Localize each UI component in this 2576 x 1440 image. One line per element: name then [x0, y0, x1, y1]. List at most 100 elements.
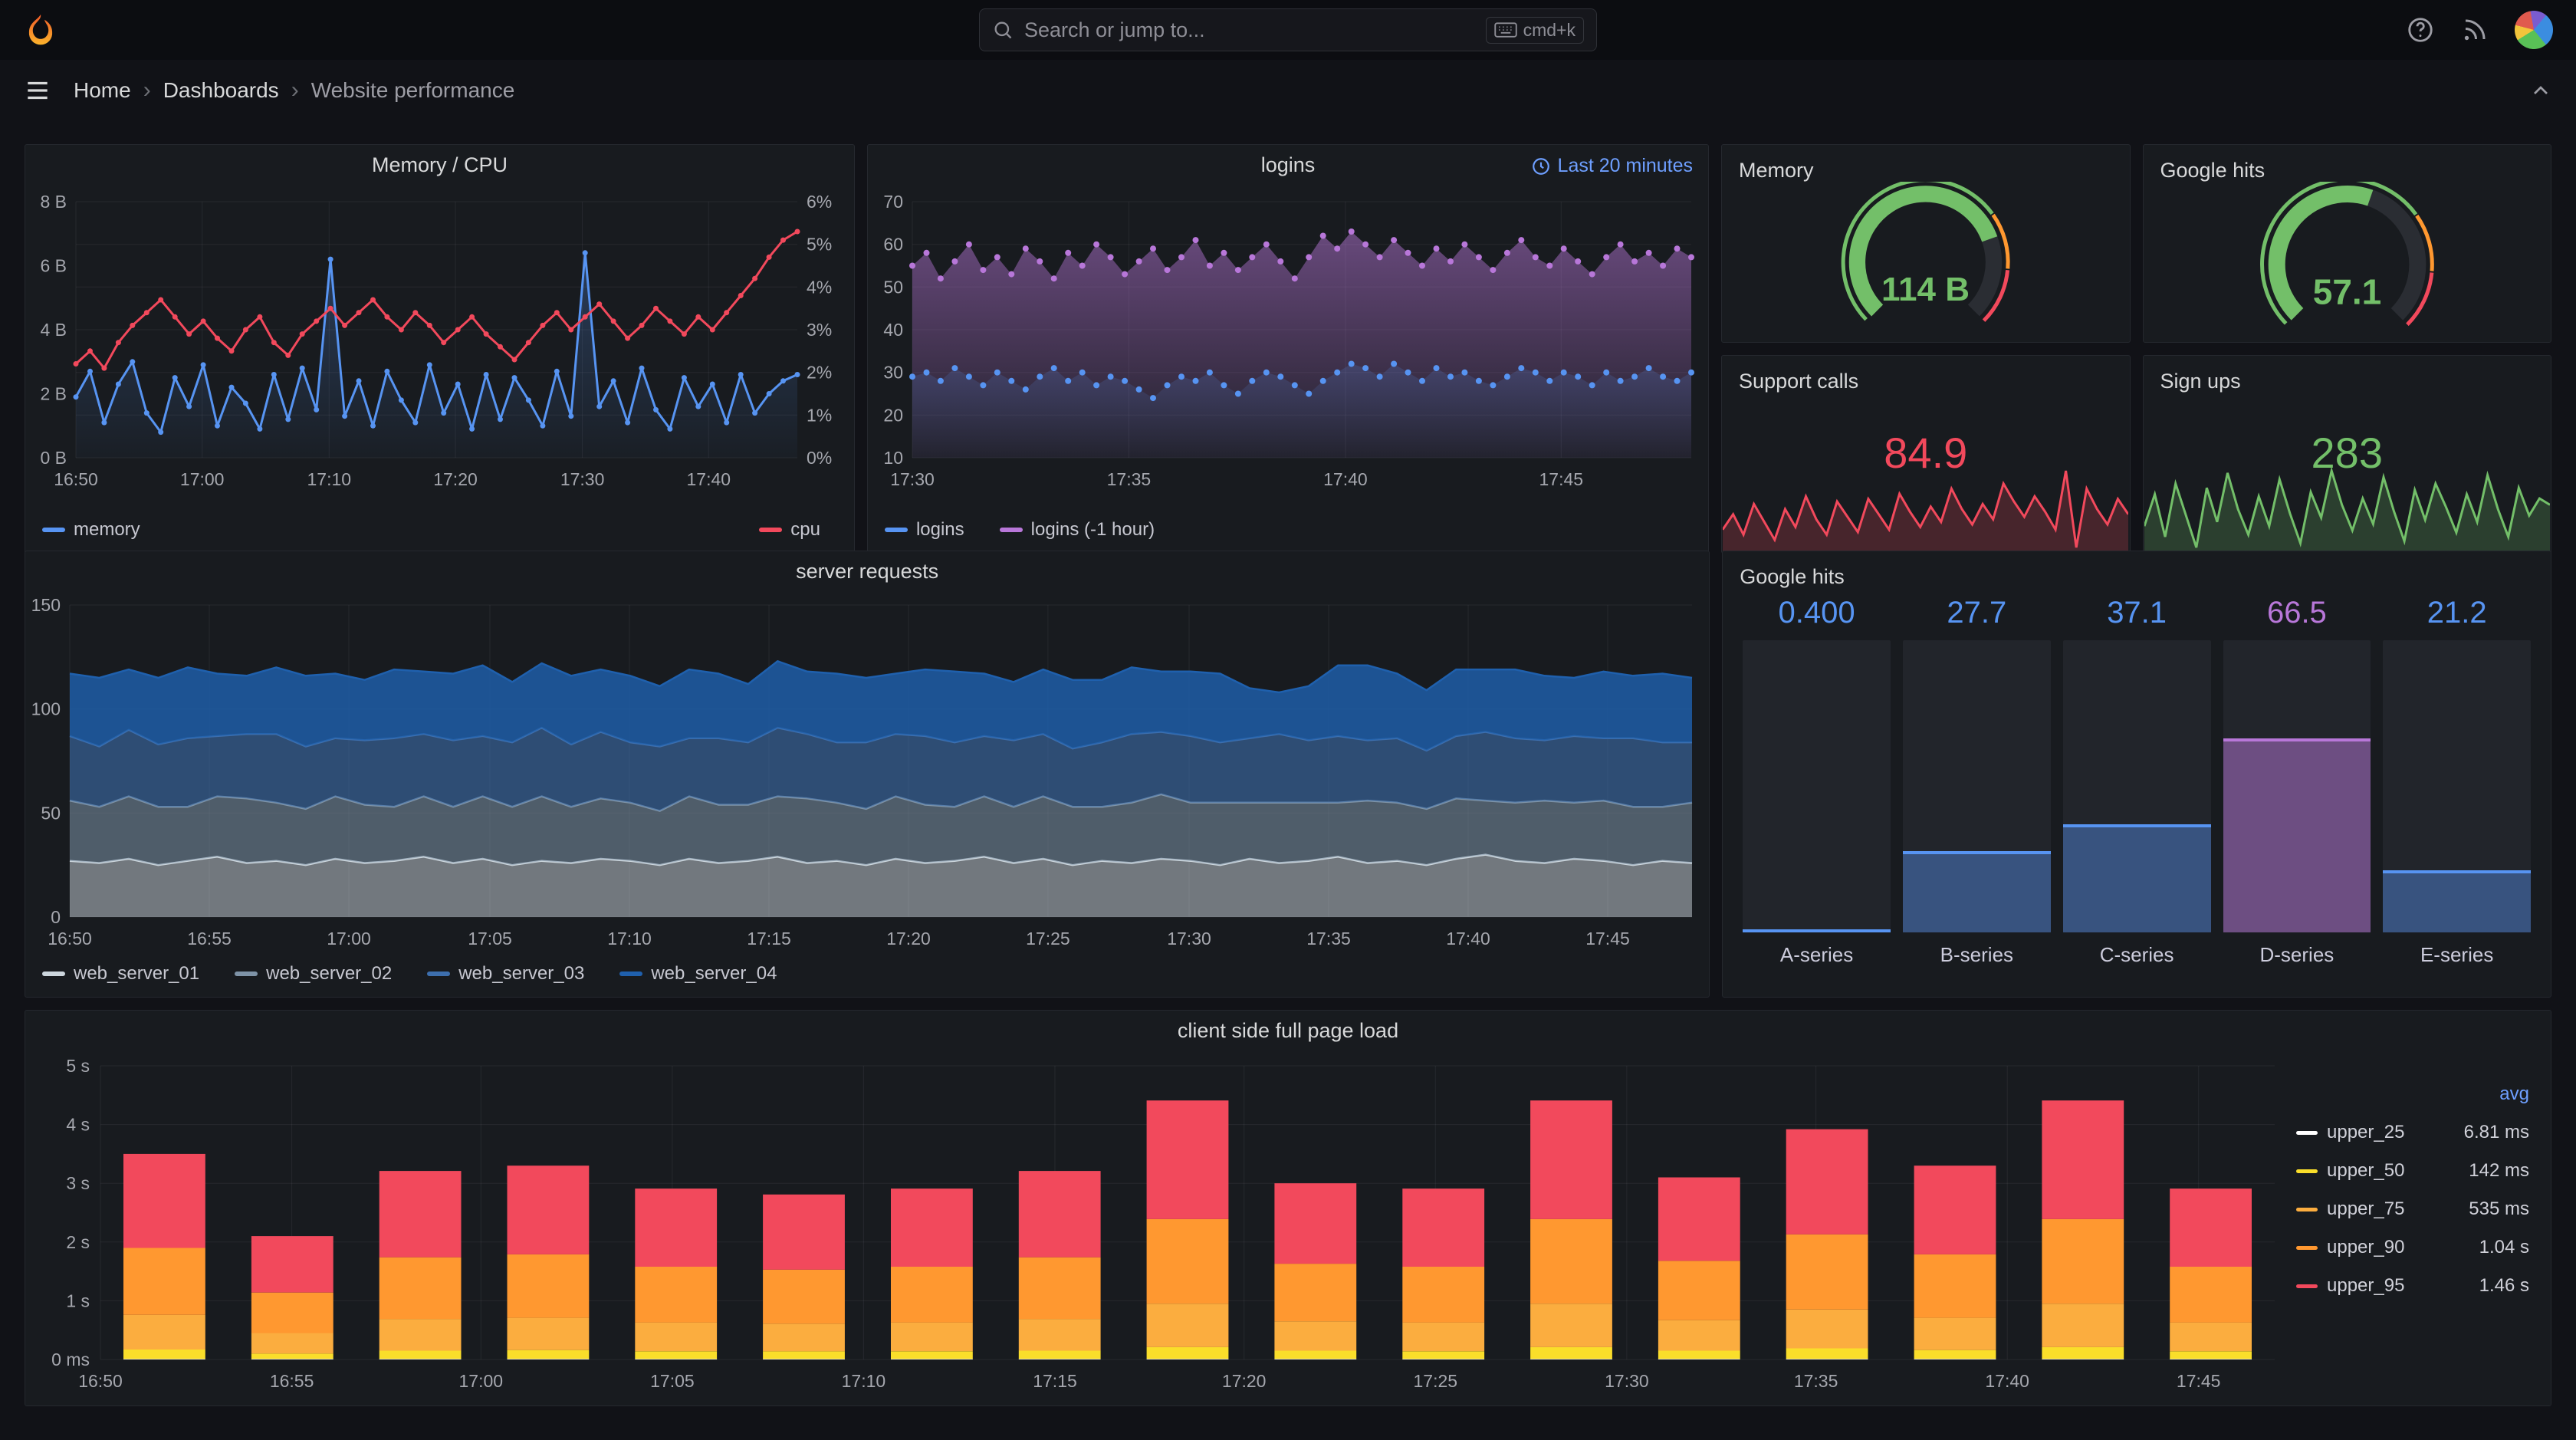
panel-title[interactable]: Google hits [1740, 565, 1845, 588]
chart-legend: memory cpu [25, 511, 854, 553]
support-calls-value: 84.9 [1884, 429, 1968, 477]
legend-item[interactable]: upper_50 142 ms [2296, 1152, 2529, 1190]
panel-server-requests: server requests 16:50 16:55 17:00 17:05 17:1… [25, 551, 1710, 998]
panel-title[interactable]: Support calls [1739, 370, 1859, 393]
svg-text:50: 50 [41, 803, 61, 823]
panel-memory-cpu: Memory / CPU 16:50 17:00 17:10 17:20 17:30 17… [25, 144, 855, 554]
svg-text:17:40: 17:40 [1446, 929, 1490, 948]
bar-gauge-label: E-series [2420, 943, 2494, 966]
dashboard: Memory / CPU 16:50 17:00 17:10 17:20 17:30 17… [0, 121, 2576, 1406]
svg-text:70: 70 [883, 192, 903, 212]
legend-item[interactable]: web_server_04 [619, 963, 777, 985]
panel-title[interactable]: Google hits [2160, 159, 2266, 182]
search-placeholder: Search or jump to... [1024, 18, 1205, 41]
breadcrumb-separator: › [143, 77, 151, 103]
svg-text:114 B: 114 B [1881, 271, 1970, 308]
legend-item[interactable]: memory [42, 519, 140, 541]
support-calls-sparkline[interactable] [1722, 466, 2130, 552]
svg-text:2 s: 2 s [66, 1232, 90, 1252]
top-nav: Search or jump to... cmd+k [0, 0, 2576, 60]
legend-item[interactable]: upper_25 6.81 ms [2296, 1113, 2529, 1152]
legend-item[interactable]: logins [884, 519, 964, 541]
legend-item[interactable]: upper_75 535 ms [2296, 1190, 2529, 1228]
time-range-indicator[interactable]: Last 20 minutes [1531, 155, 1693, 177]
svg-text:17:05: 17:05 [468, 929, 512, 948]
memory-cpu-chart[interactable]: 16:50 17:00 17:10 17:20 17:30 17:40 0 B 2 B 4 B 6… [25, 185, 854, 511]
legend-item[interactable]: web_server_02 [235, 963, 392, 985]
breadcrumb-home[interactable]: Home [74, 78, 131, 102]
svg-text:17:45: 17:45 [2177, 1371, 2221, 1391]
legend-item[interactable]: web_server_01 [42, 963, 199, 985]
keyboard-icon [1493, 21, 1517, 38]
bar-gauge-column[interactable]: 37.1 C-series [2062, 596, 2211, 968]
svg-text:17:10: 17:10 [607, 929, 652, 948]
user-avatar[interactable] [2515, 11, 2553, 49]
svg-text:0 ms: 0 ms [51, 1350, 90, 1369]
help-icon[interactable] [2406, 15, 2435, 44]
logins-chart[interactable]: 17:30 17:35 17:40 17:45 10 20 30 40 50 60 70 [868, 185, 1708, 511]
svg-text:2%: 2% [807, 363, 832, 383]
bar-gauge-value: 0.400 [1778, 596, 1855, 630]
memory-gauge[interactable]: 114 B [1722, 178, 2129, 342]
svg-text:100: 100 [31, 699, 61, 719]
panel-page-load: client side full page load 0 ms 1 s 2 s 3 s… [25, 1010, 2551, 1406]
svg-text:17:00: 17:00 [180, 469, 225, 489]
legend-item[interactable]: logins (-1 hour) [999, 519, 1155, 541]
search-input[interactable]: Search or jump to... cmd+k [979, 8, 1597, 51]
svg-text:17:40: 17:40 [687, 469, 731, 489]
legend-header-avg: avg [2499, 1083, 2529, 1104]
panel-title[interactable]: Sign ups [2160, 370, 2241, 393]
grafana-logo-icon[interactable] [23, 12, 58, 48]
panel-title[interactable]: client side full page load [1177, 1019, 1399, 1042]
bar-gauge-column[interactable]: 21.2 E-series [2383, 596, 2532, 968]
sign-ups-sparkline[interactable] [2143, 466, 2551, 552]
svg-text:0: 0 [51, 907, 61, 927]
svg-text:3%: 3% [807, 320, 832, 340]
svg-text:16:55: 16:55 [187, 929, 232, 948]
panel-memory-gauge: Memory 114 B [1721, 144, 2131, 343]
google-hits-gauge[interactable]: 57.1 [2144, 177, 2551, 342]
chart-legend: web_server_01 web_server_02 web_server_03 w… [25, 955, 1709, 997]
svg-text:17:00: 17:00 [327, 929, 371, 948]
bar-gauge-track [2383, 640, 2532, 932]
svg-text:4 B: 4 B [40, 320, 67, 340]
shortcut-badge: cmd+k [1485, 16, 1584, 44]
svg-text:17:05: 17:05 [650, 1371, 695, 1391]
svg-text:4 s: 4 s [66, 1115, 90, 1135]
svg-text:17:30: 17:30 [1605, 1371, 1649, 1391]
legend-item[interactable]: web_server_03 [427, 963, 584, 985]
news-feed-icon[interactable] [2461, 16, 2489, 44]
page-load-chart[interactable]: 0 ms 1 s 2 s 3 s 4 s 5 s 16:50 16:55 17:00 17:05 1… [39, 1050, 2282, 1398]
svg-text:17:35: 17:35 [1794, 1371, 1838, 1391]
collapse-chevron-up-icon[interactable] [2528, 78, 2553, 103]
svg-text:17:15: 17:15 [1033, 1371, 1077, 1391]
clock-icon [1531, 156, 1551, 176]
svg-text:0 B: 0 B [40, 448, 67, 468]
panel-title[interactable]: server requests [796, 560, 939, 583]
svg-text:17:20: 17:20 [886, 929, 931, 948]
breadcrumb-bar: Home › Dashboards › Website performance [0, 60, 2576, 121]
shortcut-label: cmd+k [1523, 19, 1576, 40]
legend-item[interactable]: upper_95 1.46 s [2296, 1267, 2529, 1305]
panel-title[interactable]: Memory / CPU [371, 153, 508, 176]
breadcrumb-dashboards[interactable]: Dashboards [163, 78, 279, 102]
legend-item[interactable]: cpu [759, 519, 820, 541]
svg-text:17:10: 17:10 [842, 1371, 886, 1391]
svg-text:57.1: 57.1 [2312, 271, 2381, 311]
panel-title[interactable]: logins [1260, 153, 1316, 176]
svg-text:17:35: 17:35 [1306, 929, 1351, 948]
bar-gauge-column[interactable]: 27.7 B-series [1902, 596, 2051, 968]
panel-title[interactable]: Memory [1739, 159, 1814, 182]
search-icon [992, 19, 1014, 41]
svg-text:6%: 6% [807, 192, 832, 212]
legend-item[interactable]: upper_90 1.04 s [2296, 1228, 2529, 1267]
bar-gauge-label: A-series [1779, 943, 1854, 966]
server-requests-chart[interactable]: 16:50 16:55 17:00 17:05 17:10 17:15 17:20 17:25… [25, 591, 1709, 955]
svg-text:17:30: 17:30 [1167, 929, 1211, 948]
bar-gauge-column[interactable]: 0.400 A-series [1743, 596, 1891, 968]
svg-text:4%: 4% [807, 277, 832, 297]
menu-toggle-icon[interactable] [23, 76, 52, 105]
svg-text:17:25: 17:25 [1026, 929, 1070, 948]
bar-gauge-column[interactable]: 66.5 D-series [2223, 596, 2371, 968]
bar-gauge-value: 27.7 [1947, 596, 2007, 630]
